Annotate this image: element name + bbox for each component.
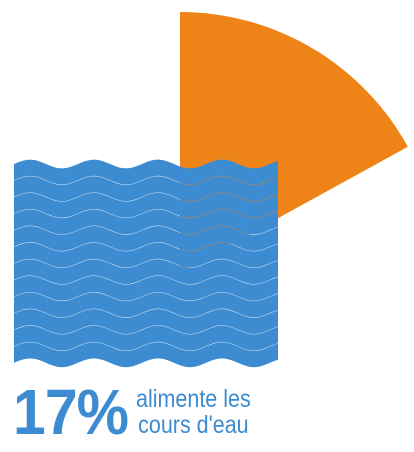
wave-band: [14, 209, 278, 235]
wave-band: [14, 259, 278, 285]
wave-band: [14, 309, 278, 334]
water-waves-icon: [14, 159, 278, 368]
stat-description: alimente les cours d'eau: [136, 386, 251, 438]
wave-band: [14, 159, 278, 185]
wave-band: [14, 242, 278, 268]
wave-band: [14, 275, 278, 301]
wave-band: [14, 226, 278, 251]
wave-band: [14, 292, 278, 318]
wave-band: [14, 325, 278, 351]
description-line: alimente les: [136, 385, 251, 413]
stat-block: 17% alimente les cours d'eau: [13, 376, 270, 448]
wave-band: [14, 176, 278, 202]
wave-band: [14, 342, 278, 368]
percent-label: 17%: [13, 376, 129, 448]
wave-band: [14, 192, 278, 218]
description-line: cours d'eau: [138, 411, 249, 439]
